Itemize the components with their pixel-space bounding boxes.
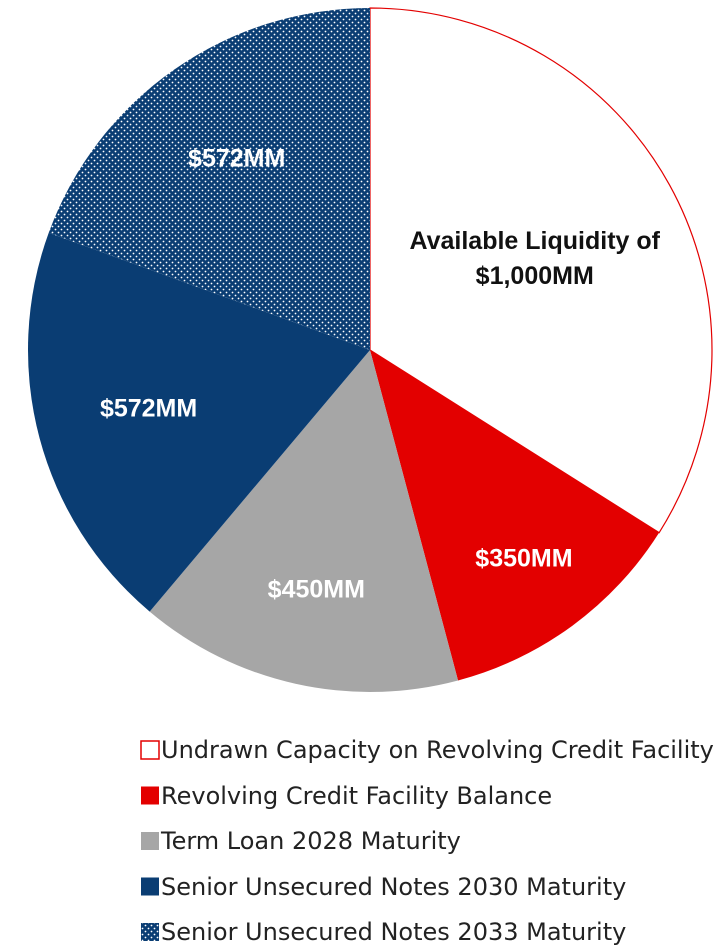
slice-label: $572MM xyxy=(99,394,198,423)
slice-label: $572MM xyxy=(188,144,286,173)
slice-label: $450MM xyxy=(267,575,365,604)
legend-label: Term Loan 2028 Maturity xyxy=(161,827,461,855)
slice-label: Available Liquidity of $1,000MM xyxy=(409,227,660,291)
legend-label: Senior Unsecured Notes 2033 Maturity xyxy=(161,918,627,946)
pie-slice xyxy=(370,350,660,681)
legend-swatch xyxy=(140,740,160,760)
pie-slice xyxy=(27,232,370,612)
legend-swatch xyxy=(141,832,159,850)
pie-slice xyxy=(149,350,459,692)
legend-label: Undrawn Capacity on Revolving Credit Fac… xyxy=(161,736,714,764)
pie-slice xyxy=(369,7,713,534)
legend-label: Revolving Credit Facility Balance xyxy=(161,781,553,810)
slice-label: $350MM xyxy=(475,544,573,573)
legend-swatch xyxy=(141,786,159,805)
legend-label: Senior Unsecured Notes 2030 Maturity xyxy=(161,872,627,901)
pie-slice xyxy=(48,8,371,350)
legend-swatch xyxy=(141,877,159,896)
legend-swatch xyxy=(141,923,159,941)
